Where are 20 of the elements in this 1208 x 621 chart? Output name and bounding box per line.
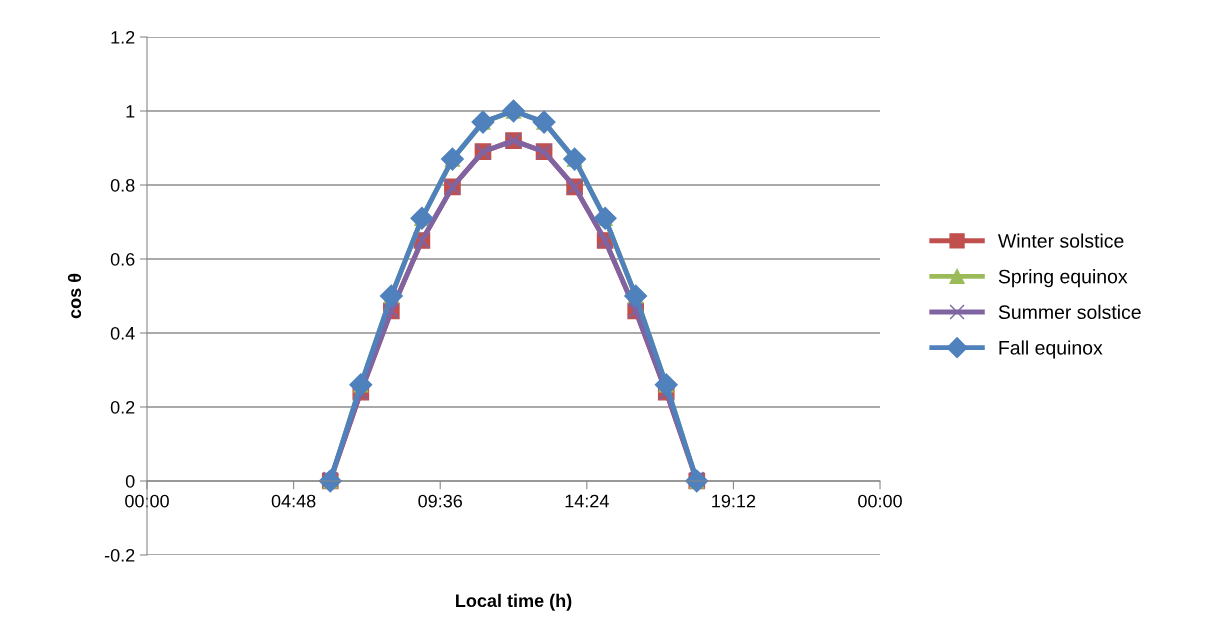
y-tick-label: 0	[125, 474, 135, 488]
y-tick-label: 1.2	[111, 30, 135, 44]
y-axis-title: cos θ	[67, 273, 82, 319]
legend-label: Fall equinox	[999, 340, 1103, 359]
y-tick-label: 0.2	[110, 400, 135, 414]
x-tick-label: 04:48	[271, 494, 316, 508]
x-axis-title: Local time (h)	[456, 593, 572, 611]
x-tick-label: 00:00	[858, 494, 902, 508]
y-tick-label: 0.6	[110, 252, 135, 266]
y-tick-label: -0.2	[104, 548, 135, 562]
y-tick-label: 0.8	[110, 178, 135, 192]
legend-label: Spring equinox	[998, 269, 1128, 288]
legend-label: Summer solstice	[998, 304, 1141, 320]
y-tick-label: 1	[126, 105, 135, 118]
x-tick-label: 09:36	[418, 494, 463, 508]
x-tick-label: 19:12	[712, 494, 756, 508]
x-tick-label: 00:00	[125, 494, 169, 508]
y-tick-label: 0.4	[110, 326, 135, 340]
legend-label: Winter solstice	[997, 233, 1124, 248]
x-tick-label: 14:24	[565, 494, 609, 508]
